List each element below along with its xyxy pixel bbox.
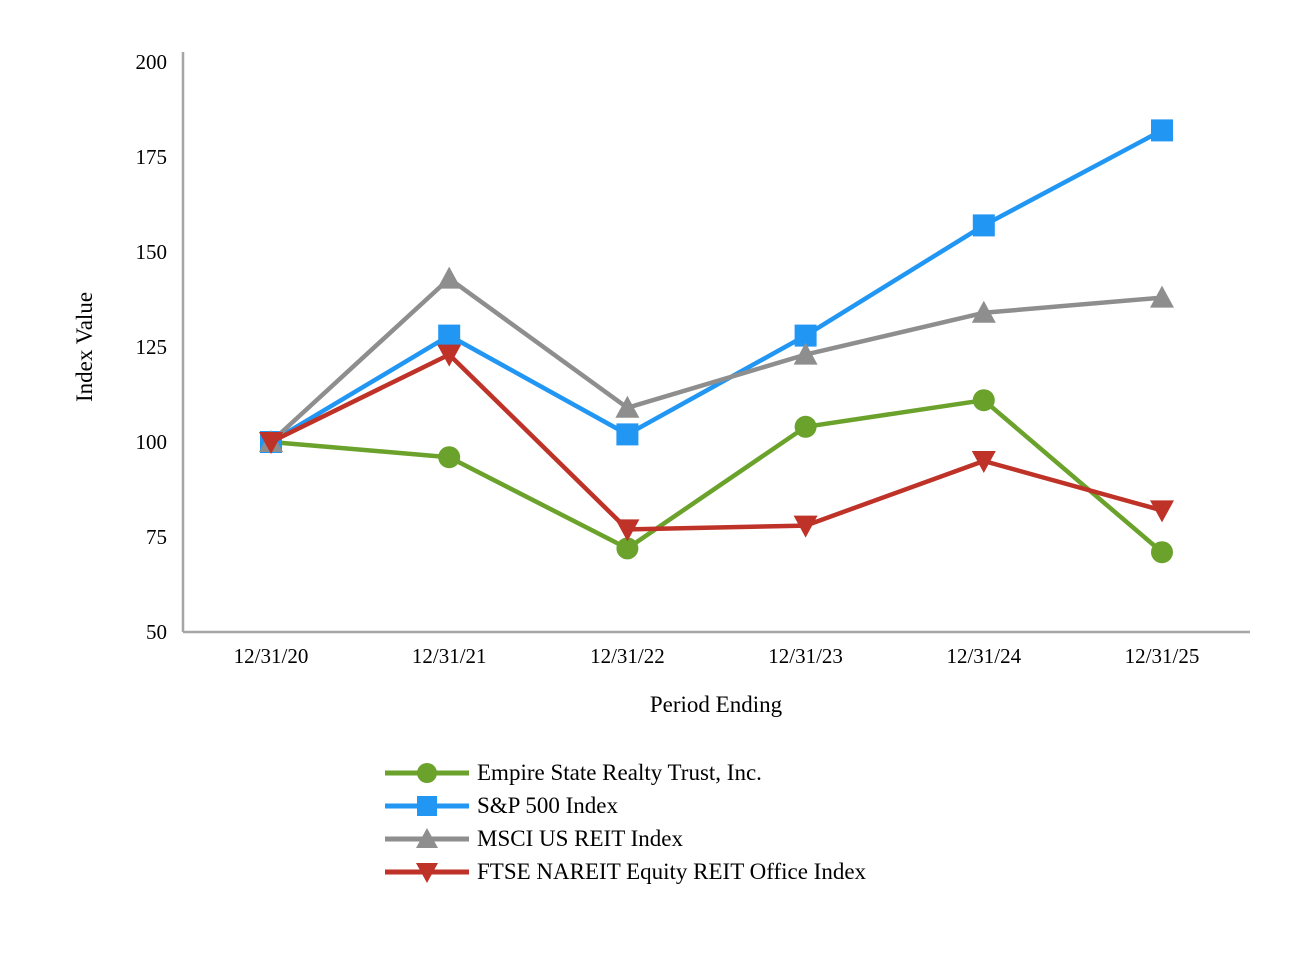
y-tick-label: 200 bbox=[136, 50, 168, 74]
legend-item: Empire State Realty Trust, Inc. bbox=[385, 756, 866, 789]
y-tick-label: 100 bbox=[136, 430, 168, 454]
marker-square bbox=[417, 795, 437, 816]
y-tick-label: 175 bbox=[136, 145, 168, 169]
marker-triangle-down bbox=[416, 862, 438, 883]
chart-legend: Empire State Realty Trust, Inc. S&P 500 I… bbox=[385, 756, 866, 888]
marker-triangle-up bbox=[1150, 285, 1174, 308]
marker-triangle-down bbox=[1150, 500, 1174, 523]
series-line bbox=[268, 397, 1165, 555]
x-tick-label: 12/31/24 bbox=[946, 644, 1021, 668]
legend-label: S&P 500 Index bbox=[477, 792, 618, 818]
marker-circle bbox=[438, 446, 461, 469]
legend-sample-triangle-up-icon bbox=[385, 827, 469, 848]
legend-label: Empire State Realty Trust, Inc. bbox=[477, 759, 762, 785]
marker-circle bbox=[972, 389, 995, 412]
y-tick-label: 75 bbox=[146, 525, 167, 549]
marker-circle bbox=[794, 415, 817, 438]
marker-triangle-down bbox=[793, 515, 818, 538]
marker-triangle-down bbox=[615, 519, 640, 542]
series-line bbox=[268, 276, 1165, 445]
legend-sample-square-icon bbox=[385, 795, 469, 816]
legend-item: S&P 500 Index bbox=[385, 789, 866, 822]
marker-square bbox=[438, 324, 461, 347]
legend-label: MSCI US REIT Index bbox=[477, 825, 683, 851]
series-line bbox=[268, 128, 1165, 445]
legend-sample-circle-icon bbox=[385, 762, 469, 783]
marker-triangle-up bbox=[437, 266, 462, 289]
series-2 bbox=[259, 266, 1174, 452]
performance-line-chart: Index Value Period Ending 50 75 100 125 150 1… bbox=[72, 50, 1250, 717]
marker-circle bbox=[616, 537, 639, 560]
y-tick-label: 50 bbox=[146, 620, 167, 644]
x-tick-label: 12/31/23 bbox=[768, 644, 843, 668]
legend-sample-triangle-down-icon bbox=[385, 862, 469, 883]
x-tick-label: 12/31/22 bbox=[590, 644, 665, 668]
marker-square bbox=[972, 214, 995, 237]
marker-triangle-up bbox=[615, 395, 640, 418]
series-1 bbox=[260, 119, 1173, 453]
marker-square bbox=[616, 423, 639, 446]
series-line bbox=[268, 352, 1165, 532]
y-tick-label: 150 bbox=[136, 240, 168, 264]
marker-triangle-up bbox=[416, 827, 438, 848]
legend-item: MSCI US REIT Index bbox=[385, 822, 866, 855]
marker-triangle-down bbox=[437, 344, 462, 367]
x-axis-title: Period Ending bbox=[650, 692, 783, 717]
x-tick-label: 12/31/21 bbox=[412, 644, 487, 668]
legend-label: FTSE NAREIT Equity REIT Office Index bbox=[477, 858, 867, 884]
x-tick-label: 12/31/20 bbox=[234, 644, 309, 668]
marker-triangle-up bbox=[971, 300, 996, 323]
y-axis-title: Index Value bbox=[72, 292, 97, 402]
y-tick-label: 125 bbox=[136, 335, 168, 359]
marker-triangle-up bbox=[793, 342, 818, 365]
x-tick-label: 12/31/25 bbox=[1125, 644, 1200, 668]
marker-circle bbox=[1151, 541, 1173, 564]
marker-square bbox=[794, 324, 817, 347]
marker-triangle-down bbox=[971, 451, 996, 473]
series-3 bbox=[259, 344, 1174, 542]
marker-square bbox=[1151, 119, 1173, 142]
legend-item: FTSE NAREIT Equity REIT Office Index bbox=[385, 855, 866, 888]
marker-circle bbox=[417, 762, 437, 783]
marker-triangle-down bbox=[259, 432, 283, 454]
